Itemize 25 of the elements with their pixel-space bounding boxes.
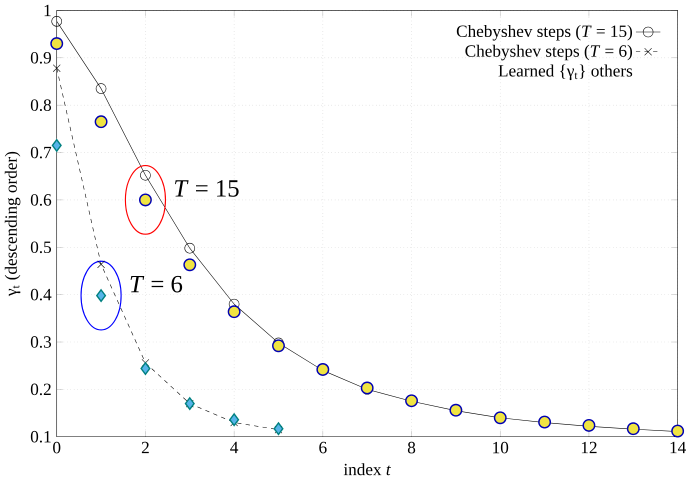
y-axis-title: γ$_{t}$ (descending order): [4, 152, 20, 296]
x-tick-label: 4: [230, 442, 238, 454]
x-tick-label: 8: [408, 442, 416, 454]
y-tick-label: 0.6: [30, 194, 52, 206]
y-tick-label: 0.4: [30, 288, 52, 300]
annotation: T = 15: [174, 180, 239, 197]
legend-label: Chebyshev steps (T = 6): [465, 44, 632, 60]
y-tick-label: 0.3: [30, 336, 52, 348]
x-tick-label: 12: [582, 442, 597, 454]
annotation: Learned {γ$_{t}$} others: [498, 64, 632, 80]
legend-label: Chebyshev steps (T = 15): [456, 24, 632, 41]
x-tick-label: 10: [493, 442, 508, 454]
y-tick-label: 0.2: [30, 384, 51, 396]
annotation: T = 6: [130, 276, 182, 292]
y-tick-label: 1: [44, 4, 51, 16]
y-tick-label: 0.9: [30, 52, 51, 64]
x-axis-title: index t: [344, 463, 391, 476]
x-tick-label: 6: [319, 442, 327, 454]
y-tick-label: 0.8: [30, 99, 52, 111]
x-tick-label: 14: [670, 442, 686, 454]
y-tick-label: 0.7: [30, 146, 52, 158]
y-tick-label: 0.1: [30, 430, 51, 443]
x-tick-label: 2: [142, 442, 149, 454]
y-tick-label: 0.5: [30, 241, 52, 254]
x-tick-label: 0: [53, 442, 60, 454]
